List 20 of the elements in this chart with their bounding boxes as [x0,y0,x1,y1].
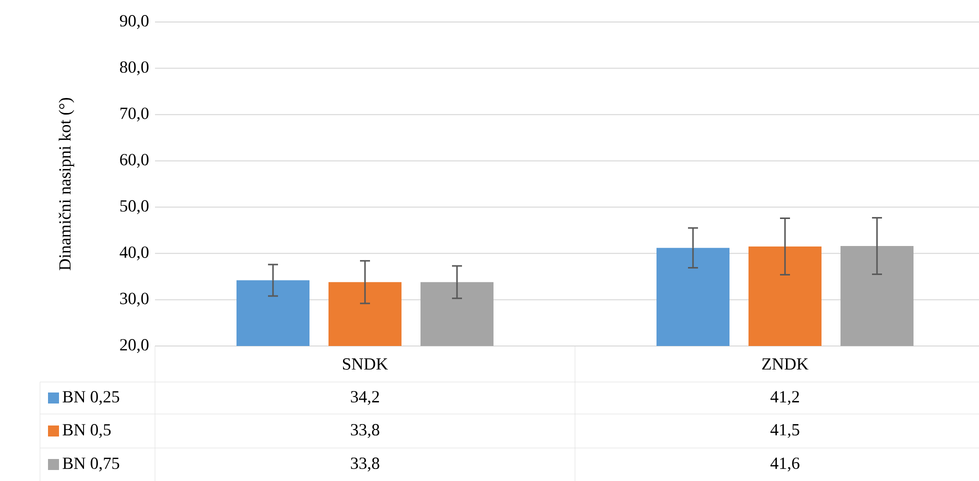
y-tick-label: 80,0 [120,61,148,76]
y-tick-label: 40,0 [120,246,148,260]
y-tick-label: 50,0 [120,200,148,214]
y-tick-label: 70,0 [120,108,148,122]
data-label: 41,6 [770,458,800,472]
legend-label: BN 0,5 [62,424,111,438]
y-axis-title: Dinamični nasipni kot (°) [58,98,74,270]
data-label: 33,8 [350,424,380,438]
y-tick-label: 60,0 [120,154,148,168]
x-tick-label: SNDK [343,358,388,370]
data-label: 34,2 [350,391,379,405]
legend-label: BN 0,25 [62,391,120,405]
y-tick-label: 30,0 [120,292,148,307]
y-tick-label: 20,0 [120,339,148,353]
data-label: 33,8 [350,458,380,472]
legend-label: BN 0,75 [62,458,120,472]
y-tick-label: 90,0 [120,15,148,29]
data-label: 41,5 [770,424,800,438]
data-label: 41,2 [770,391,799,405]
x-tick-label: ZNDK [762,358,808,370]
